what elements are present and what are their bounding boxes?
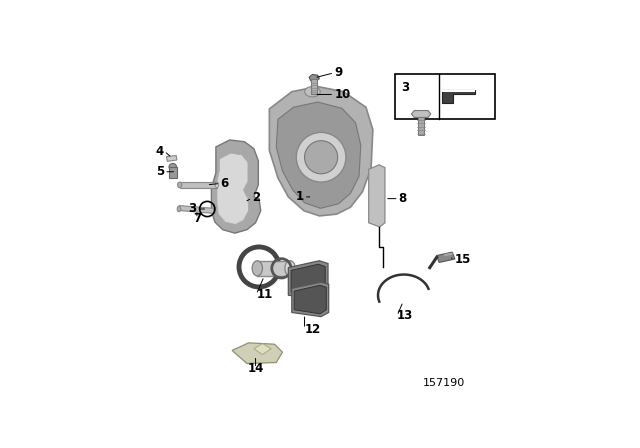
Text: 3: 3: [188, 202, 196, 215]
Text: 8: 8: [399, 192, 407, 205]
Text: 5: 5: [156, 165, 164, 178]
Polygon shape: [291, 264, 325, 297]
Text: 15: 15: [455, 253, 471, 266]
Polygon shape: [217, 153, 249, 224]
Ellipse shape: [177, 206, 180, 212]
Bar: [311, 79, 317, 95]
Text: 9: 9: [334, 66, 342, 79]
Text: 10: 10: [334, 88, 351, 101]
Polygon shape: [309, 74, 319, 82]
Ellipse shape: [215, 182, 219, 188]
Polygon shape: [294, 285, 326, 314]
Text: 14: 14: [248, 362, 264, 375]
Ellipse shape: [305, 86, 320, 97]
Text: 12: 12: [305, 323, 321, 336]
Polygon shape: [292, 282, 329, 317]
Circle shape: [305, 141, 338, 174]
Polygon shape: [276, 102, 361, 208]
Text: 3: 3: [401, 81, 409, 94]
Polygon shape: [232, 343, 282, 363]
Polygon shape: [289, 261, 328, 299]
Polygon shape: [436, 252, 455, 263]
Ellipse shape: [285, 261, 295, 276]
Ellipse shape: [177, 182, 182, 188]
Text: 7: 7: [193, 212, 201, 225]
Polygon shape: [257, 261, 290, 276]
Polygon shape: [254, 344, 271, 354]
Text: 1: 1: [296, 190, 304, 203]
Polygon shape: [442, 90, 476, 103]
Polygon shape: [180, 182, 217, 188]
Polygon shape: [166, 155, 177, 161]
Circle shape: [296, 133, 346, 182]
Bar: [419, 117, 424, 135]
Text: 11: 11: [256, 288, 273, 301]
Ellipse shape: [252, 261, 262, 276]
Text: 2: 2: [252, 191, 260, 204]
Polygon shape: [442, 90, 476, 92]
Text: 6: 6: [220, 177, 228, 190]
Polygon shape: [269, 86, 373, 216]
Text: 4: 4: [156, 145, 164, 158]
Ellipse shape: [169, 164, 177, 170]
Text: 13: 13: [397, 310, 413, 323]
Bar: [396, 74, 495, 119]
Polygon shape: [369, 165, 385, 227]
Polygon shape: [211, 140, 260, 233]
Polygon shape: [412, 111, 431, 117]
Bar: [169, 167, 177, 178]
Text: 157190: 157190: [422, 379, 465, 388]
Polygon shape: [179, 206, 215, 214]
